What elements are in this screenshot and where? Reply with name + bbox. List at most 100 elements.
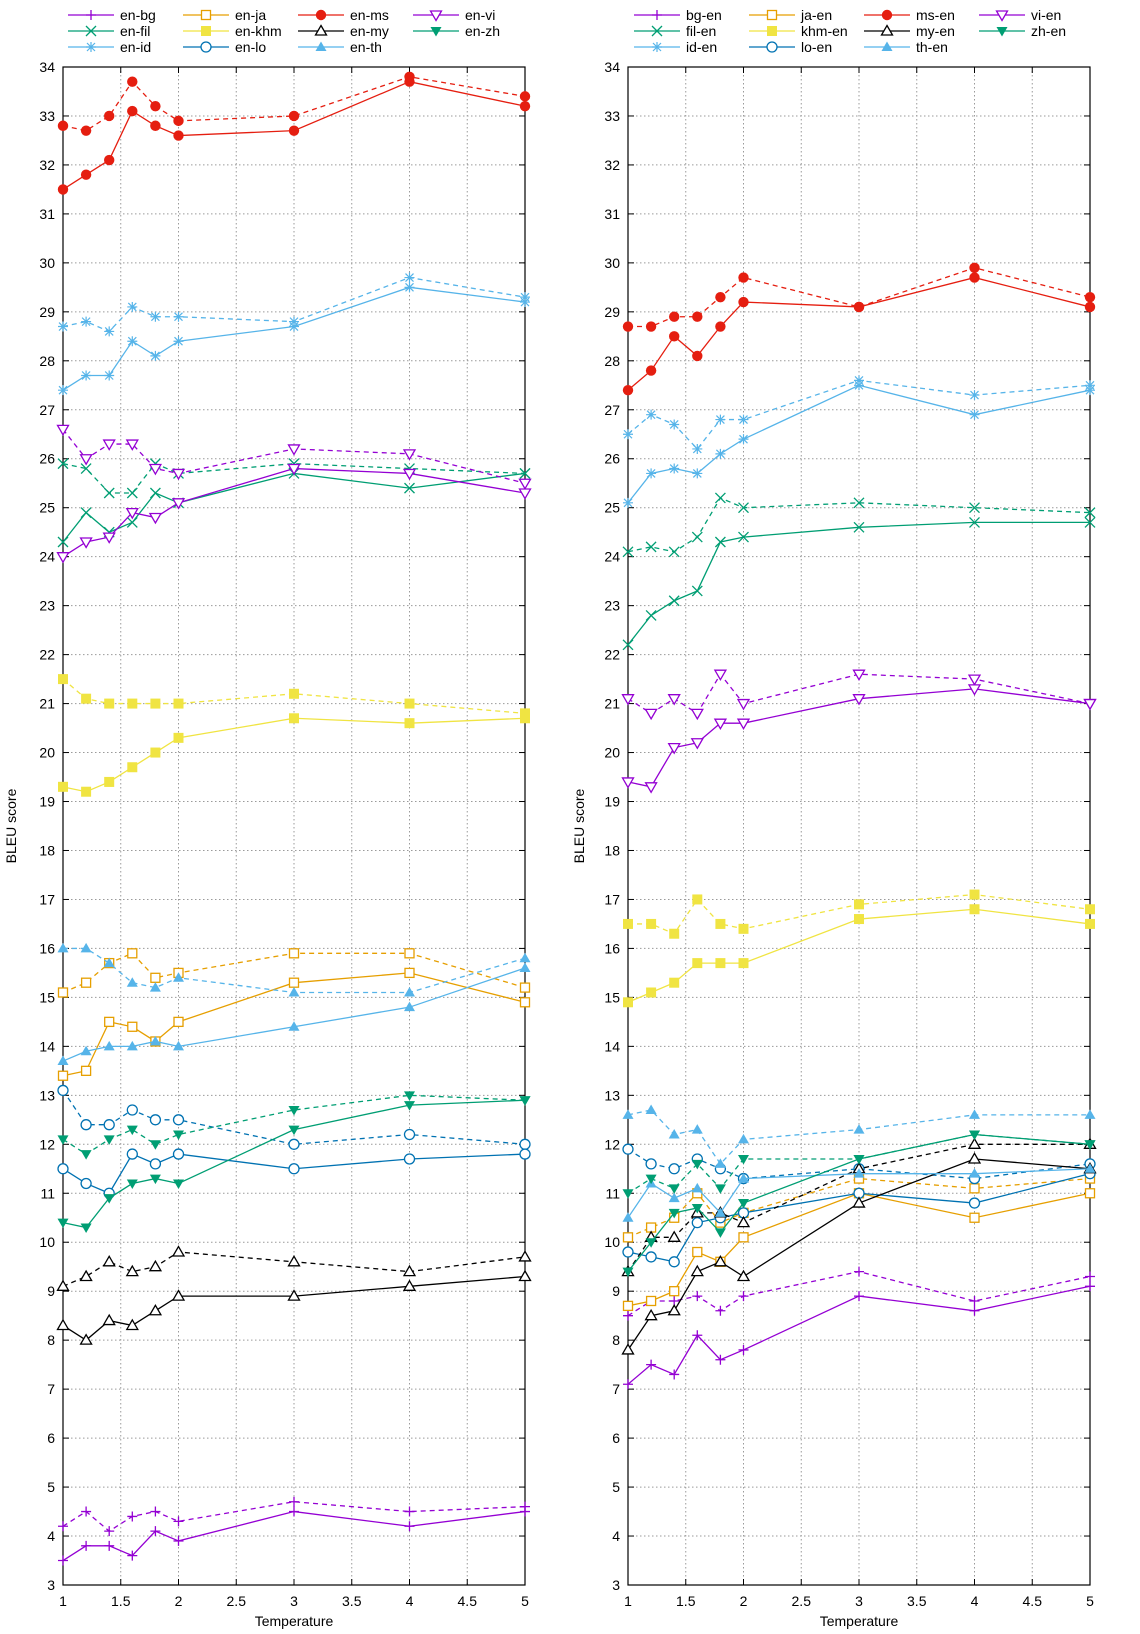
series-en-khm <box>58 674 530 797</box>
data-point-dashed <box>149 1114 162 1126</box>
data-point-dashed <box>714 492 726 504</box>
legend-marker <box>315 41 327 51</box>
data-point-solid <box>622 639 634 651</box>
data-point-solid <box>668 595 680 607</box>
data-point-solid <box>853 301 865 313</box>
legend-marker <box>430 27 442 37</box>
y-tick-label: 34 <box>39 59 55 75</box>
data-point-dashed <box>103 957 115 968</box>
data-point-dashed <box>127 698 138 709</box>
y-tick-label: 30 <box>604 255 620 271</box>
y-tick-label: 12 <box>39 1136 55 1152</box>
series-line-dashed <box>62 276 526 333</box>
data-point-dashed <box>691 531 703 543</box>
data-point-dashed <box>125 439 139 451</box>
legend-label: ja-en <box>800 7 832 23</box>
data-point-dashed <box>1084 507 1096 519</box>
data-point-dashed <box>150 698 161 709</box>
data-point-dashed <box>623 918 633 929</box>
data-point-dashed <box>969 1183 980 1194</box>
data-point-solid <box>404 967 415 979</box>
x-tick-label: 3 <box>290 1593 298 1609</box>
y-tick-label: 7 <box>47 1381 55 1397</box>
legend: en-bgen-filen-iden-jaen-khmen-loen-msen-… <box>68 7 500 55</box>
data-point-dashed <box>715 291 726 303</box>
data-point-solid <box>645 365 657 376</box>
data-point-dashed <box>57 1135 69 1145</box>
data-point-solid <box>969 516 980 528</box>
data-point-solid <box>968 1197 981 1209</box>
data-point-solid <box>81 1540 92 1551</box>
data-point-dashed <box>80 942 92 953</box>
data-point-dashed <box>644 708 658 721</box>
y-tick-label: 26 <box>604 451 620 467</box>
data-point-solid <box>56 1318 70 1331</box>
x-tick-label: 3.5 <box>907 1593 927 1609</box>
data-point-dashed <box>645 1174 657 1185</box>
legend-marker <box>996 27 1008 37</box>
data-point-solid <box>520 1506 530 1517</box>
data-point-solid <box>621 777 635 789</box>
data-point-dashed <box>80 1150 92 1160</box>
series-en-vi <box>56 424 532 564</box>
data-point-solid <box>104 1540 115 1551</box>
data-point-solid <box>57 1163 69 1175</box>
legend-item: my-en <box>864 23 955 39</box>
legend-label: en-fil <box>120 23 150 39</box>
data-point-dashed <box>104 326 115 337</box>
data-point-solid <box>645 1238 657 1248</box>
data-point-solid <box>738 1232 749 1243</box>
data-point-dashed <box>645 1104 657 1115</box>
y-tick-label: 29 <box>604 304 620 320</box>
series-ms-en <box>622 262 1096 396</box>
data-point-dashed <box>289 688 299 699</box>
data-point-solid <box>622 1267 634 1278</box>
data-point-dashed <box>57 987 69 998</box>
data-point-dashed <box>623 1310 633 1321</box>
y-tick-label: 3 <box>47 1577 55 1593</box>
data-point-solid <box>80 169 92 180</box>
data-point-dashed <box>969 390 980 401</box>
data-point-solid <box>103 1040 115 1051</box>
data-point-solid <box>288 1125 300 1136</box>
legend-item: en-id <box>68 39 151 55</box>
data-point-solid <box>1085 918 1095 929</box>
data-point-dashed <box>126 487 138 499</box>
x-axis-title: Temperature <box>255 1613 334 1629</box>
legend-item: en-zh <box>413 23 500 39</box>
y-tick-label: 34 <box>604 59 620 75</box>
data-point-solid <box>126 1040 138 1051</box>
data-point-dashed <box>81 316 92 327</box>
data-point-dashed <box>287 444 301 456</box>
data-point-dashed <box>287 1255 301 1267</box>
data-point-solid <box>519 467 531 479</box>
series-fil-en <box>622 492 1096 651</box>
data-point-solid <box>289 713 299 724</box>
grid <box>628 67 1090 1585</box>
data-point-solid <box>692 1246 703 1258</box>
data-point-dashed <box>80 977 92 988</box>
legend-item: khm-en <box>749 23 848 39</box>
data-point-solid <box>404 1101 415 1111</box>
data-point-solid <box>102 532 116 544</box>
y-tick-label: 5 <box>47 1479 55 1495</box>
data-point-solid <box>150 1526 161 1537</box>
data-point-dashed <box>57 120 69 131</box>
series-en-lo <box>57 1084 531 1199</box>
data-point-dashed <box>519 982 531 993</box>
data-point-solid <box>1084 1140 1096 1150</box>
legend-marker <box>314 24 328 36</box>
data-point-dashed <box>519 1138 531 1150</box>
data-point-solid <box>646 468 657 479</box>
data-point-solid <box>853 521 865 533</box>
y-tick-label: 21 <box>39 696 55 712</box>
legend-item: en-ms <box>298 7 389 23</box>
data-point-dashed <box>969 502 980 514</box>
data-point-solid <box>287 1289 301 1301</box>
legend-label: en-vi <box>465 7 495 23</box>
data-point-dashed <box>668 1184 680 1194</box>
y-tick-label: 28 <box>39 353 55 369</box>
x-tick-label: 1.5 <box>676 1593 696 1609</box>
legend-item: id-en <box>634 39 717 55</box>
data-point-dashed <box>148 463 163 476</box>
